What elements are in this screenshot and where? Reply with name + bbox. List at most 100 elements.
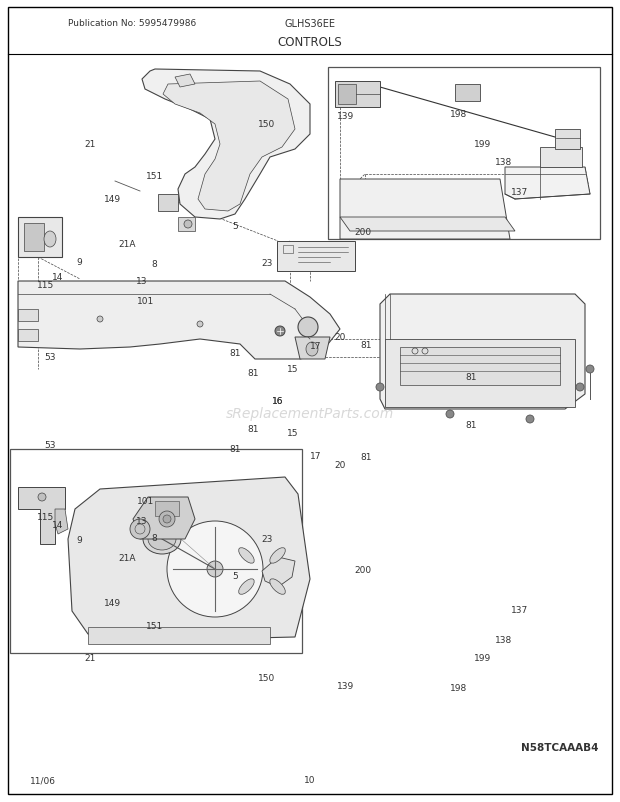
Text: 200: 200 xyxy=(354,565,371,574)
Polygon shape xyxy=(18,330,38,342)
Ellipse shape xyxy=(239,579,254,594)
Ellipse shape xyxy=(148,529,176,550)
Text: 137: 137 xyxy=(511,188,528,197)
Text: 199: 199 xyxy=(474,140,491,149)
Polygon shape xyxy=(380,294,585,410)
Text: 81: 81 xyxy=(360,340,371,350)
Bar xyxy=(10,449,302,653)
Text: 16: 16 xyxy=(272,396,283,406)
Text: 15: 15 xyxy=(287,428,298,438)
Text: Publication No: 5995479986: Publication No: 5995479986 xyxy=(68,19,197,28)
Circle shape xyxy=(207,561,223,577)
Text: 150: 150 xyxy=(258,119,275,129)
Polygon shape xyxy=(340,217,515,232)
Text: 198: 198 xyxy=(450,683,467,692)
Ellipse shape xyxy=(239,548,254,564)
Circle shape xyxy=(376,383,384,391)
Polygon shape xyxy=(18,217,62,257)
Text: 9: 9 xyxy=(76,257,82,267)
Polygon shape xyxy=(385,339,575,407)
Ellipse shape xyxy=(210,530,220,553)
Polygon shape xyxy=(68,477,310,642)
Text: 21A: 21A xyxy=(118,240,136,249)
Polygon shape xyxy=(335,82,380,107)
Text: 139: 139 xyxy=(337,111,355,121)
Text: sReplacementParts.com: sReplacementParts.com xyxy=(226,406,394,420)
Text: 115: 115 xyxy=(37,280,54,290)
Ellipse shape xyxy=(270,579,285,594)
Text: 139: 139 xyxy=(337,681,355,691)
Circle shape xyxy=(97,317,103,322)
Circle shape xyxy=(159,512,175,528)
Circle shape xyxy=(38,493,46,501)
Polygon shape xyxy=(175,75,195,88)
Polygon shape xyxy=(340,180,510,240)
Text: 101: 101 xyxy=(137,496,154,506)
Polygon shape xyxy=(88,627,270,644)
Circle shape xyxy=(275,326,285,337)
Text: 81: 81 xyxy=(230,348,241,358)
Text: 138: 138 xyxy=(495,157,512,167)
Text: 81: 81 xyxy=(360,452,371,462)
Text: 21: 21 xyxy=(84,653,95,662)
Circle shape xyxy=(526,415,534,423)
Text: 149: 149 xyxy=(104,598,122,608)
Polygon shape xyxy=(455,85,480,102)
Text: 149: 149 xyxy=(104,194,122,204)
Circle shape xyxy=(197,322,203,327)
Text: 15: 15 xyxy=(287,364,298,374)
Text: 198: 198 xyxy=(450,110,467,119)
Polygon shape xyxy=(555,130,580,150)
Text: 20: 20 xyxy=(334,332,345,342)
Text: N58TCAAAB4: N58TCAAAB4 xyxy=(521,742,599,752)
Bar xyxy=(24,224,44,252)
Text: 9: 9 xyxy=(76,535,82,545)
Polygon shape xyxy=(55,509,68,534)
Text: 17: 17 xyxy=(311,342,322,351)
Text: 8: 8 xyxy=(151,533,157,542)
Circle shape xyxy=(446,411,454,419)
Text: 5: 5 xyxy=(232,571,239,581)
Text: 151: 151 xyxy=(146,621,164,630)
Text: 23: 23 xyxy=(261,534,272,544)
Circle shape xyxy=(167,521,263,618)
Ellipse shape xyxy=(143,525,181,554)
Text: 14: 14 xyxy=(52,520,63,530)
Text: CONTROLS: CONTROLS xyxy=(278,35,342,48)
Text: 20: 20 xyxy=(334,460,345,470)
Polygon shape xyxy=(540,148,582,168)
Ellipse shape xyxy=(232,565,254,574)
Circle shape xyxy=(184,221,192,229)
Polygon shape xyxy=(505,168,590,200)
Polygon shape xyxy=(18,310,38,322)
Text: 53: 53 xyxy=(44,352,55,362)
Polygon shape xyxy=(277,241,355,272)
Text: 21: 21 xyxy=(84,140,95,149)
Polygon shape xyxy=(142,70,310,220)
Text: 17: 17 xyxy=(311,451,322,460)
Polygon shape xyxy=(158,195,178,212)
Text: GLHS36EE: GLHS36EE xyxy=(285,19,335,29)
Text: 11/06: 11/06 xyxy=(30,776,56,784)
Text: 53: 53 xyxy=(44,440,55,450)
Text: 10: 10 xyxy=(304,776,316,784)
Ellipse shape xyxy=(210,586,220,608)
Text: 115: 115 xyxy=(37,512,54,522)
Text: 81: 81 xyxy=(230,444,241,454)
Polygon shape xyxy=(163,82,295,212)
Text: 138: 138 xyxy=(495,635,512,645)
Ellipse shape xyxy=(270,548,285,564)
Ellipse shape xyxy=(306,342,318,357)
Text: 200: 200 xyxy=(354,228,371,237)
Text: 81: 81 xyxy=(466,372,477,382)
Bar xyxy=(155,501,179,516)
Text: 81: 81 xyxy=(247,368,259,378)
Text: 5: 5 xyxy=(232,221,239,231)
Circle shape xyxy=(586,366,594,374)
Bar xyxy=(328,68,600,240)
Text: 81: 81 xyxy=(466,420,477,430)
Circle shape xyxy=(130,520,150,539)
Polygon shape xyxy=(295,338,330,359)
Bar xyxy=(283,245,293,253)
Circle shape xyxy=(576,383,584,391)
